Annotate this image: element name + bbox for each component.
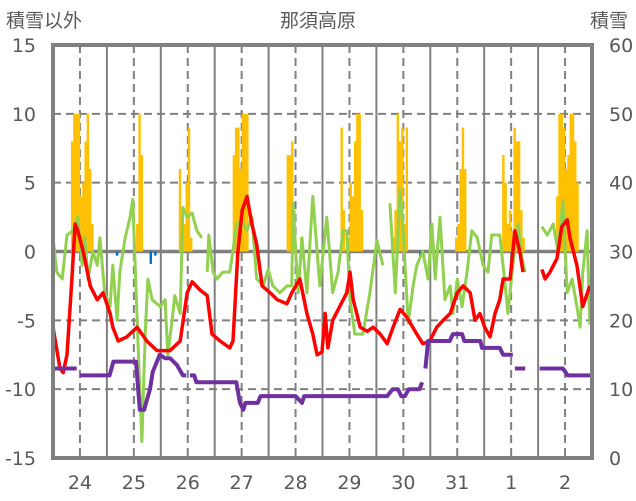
series-lines bbox=[51, 188, 592, 443]
orange-bar bbox=[70, 141, 74, 252]
x-tick-label: 24 bbox=[68, 472, 92, 494]
orange-bar bbox=[91, 223, 94, 252]
right-tick-label: 20 bbox=[609, 310, 633, 332]
x-tick-label: 28 bbox=[283, 472, 307, 494]
orange-bar bbox=[243, 113, 247, 252]
orange-bar bbox=[234, 127, 238, 252]
orange-bar bbox=[574, 141, 577, 252]
right-tick-label: 40 bbox=[609, 173, 633, 195]
orange-bar bbox=[77, 113, 81, 252]
orange-bar bbox=[520, 210, 523, 252]
orange-bar bbox=[576, 182, 579, 252]
orange-bar bbox=[140, 155, 144, 252]
orange-bar bbox=[461, 127, 465, 252]
orange-bar bbox=[455, 237, 458, 252]
orange-bar bbox=[562, 127, 566, 252]
orange-bar bbox=[567, 155, 570, 252]
x-tick-label: 27 bbox=[230, 472, 254, 494]
orange-bar bbox=[183, 223, 186, 252]
orange-bar bbox=[84, 141, 87, 252]
orange-bar bbox=[560, 113, 564, 252]
red-series-line bbox=[51, 194, 592, 375]
orange-bar bbox=[463, 168, 467, 252]
orange-bar bbox=[138, 113, 141, 252]
orange-bar bbox=[515, 141, 519, 252]
orange-bar bbox=[178, 168, 182, 252]
orange-bar bbox=[517, 141, 521, 252]
green-series-line bbox=[51, 188, 592, 443]
orange-bar bbox=[189, 237, 193, 252]
left-tick-label: 0 bbox=[24, 242, 36, 264]
orange-bar bbox=[401, 127, 404, 252]
plot-frame bbox=[51, 43, 594, 460]
orange-bar bbox=[358, 113, 361, 252]
orange-bar bbox=[288, 155, 292, 252]
x-tick-label: 31 bbox=[445, 472, 469, 494]
orange-bar bbox=[522, 237, 525, 252]
orange-bar bbox=[356, 113, 359, 252]
right-tick-label: 50 bbox=[609, 104, 633, 126]
left-tick-label: 10 bbox=[12, 104, 36, 126]
orange-bar bbox=[349, 182, 352, 252]
left-tick-label: -10 bbox=[5, 379, 36, 401]
orange-bar bbox=[232, 155, 236, 252]
x-tick-label: 30 bbox=[391, 472, 415, 494]
plot-border bbox=[51, 43, 594, 460]
orange-bar bbox=[457, 223, 460, 252]
x-tick-label: 26 bbox=[176, 472, 200, 494]
orange-bar bbox=[360, 210, 364, 252]
right-tick-label: 0 bbox=[609, 448, 621, 470]
orange-bar bbox=[353, 141, 357, 252]
orange-bar bbox=[504, 182, 507, 252]
right-tick-label: 60 bbox=[609, 35, 633, 57]
orange-bar bbox=[405, 127, 409, 252]
orange-bar bbox=[571, 113, 575, 252]
left-axis-title: 積雪以外 bbox=[6, 10, 82, 32]
orange-bar bbox=[556, 196, 559, 252]
orange-bar bbox=[86, 113, 90, 252]
right-tick-label: 30 bbox=[609, 242, 633, 264]
x-tick-label: 29 bbox=[337, 472, 361, 494]
orange-bar bbox=[351, 196, 355, 252]
orange-bar bbox=[558, 113, 561, 252]
orange-bar bbox=[82, 182, 85, 252]
orange-bar bbox=[291, 141, 294, 252]
orange-bar bbox=[241, 113, 245, 252]
left-tick-label: 15 bbox=[12, 35, 36, 57]
x-tick-label: 1 bbox=[505, 472, 517, 494]
right-tick-label: 10 bbox=[609, 379, 633, 401]
chart-title: 那須高原 bbox=[280, 10, 356, 32]
blue-bar bbox=[154, 251, 157, 256]
blue-bar bbox=[149, 251, 153, 264]
orange-bar bbox=[508, 210, 512, 252]
orange-bar bbox=[237, 127, 240, 252]
left-tick-label: 5 bbox=[24, 173, 36, 195]
orange-bar bbox=[502, 155, 505, 252]
orange-bar bbox=[459, 168, 462, 252]
orange-bar bbox=[394, 210, 397, 252]
orange-bar bbox=[565, 168, 568, 252]
orange-bar bbox=[88, 168, 92, 252]
orange-bar bbox=[506, 223, 510, 252]
orange-bar bbox=[513, 127, 516, 252]
orange-bar bbox=[73, 113, 76, 252]
orange-bar bbox=[340, 127, 343, 252]
left-tick-label: -15 bbox=[5, 448, 36, 470]
left-tick-label: -5 bbox=[17, 310, 36, 332]
blue-bar bbox=[115, 251, 119, 256]
orange-bar bbox=[79, 196, 83, 252]
orange-bar bbox=[136, 223, 139, 252]
purple-series-line bbox=[53, 332, 592, 412]
orange-bar bbox=[569, 113, 572, 252]
orange-bar bbox=[246, 113, 249, 252]
orange-bar bbox=[396, 113, 400, 252]
right-axis-title: 積雪 bbox=[590, 10, 628, 32]
x-tick-label: 25 bbox=[122, 472, 146, 494]
orange-bar bbox=[286, 155, 290, 252]
orange-bar bbox=[75, 113, 78, 252]
x-tick-label: 2 bbox=[559, 472, 571, 494]
orange-bar bbox=[187, 127, 191, 252]
